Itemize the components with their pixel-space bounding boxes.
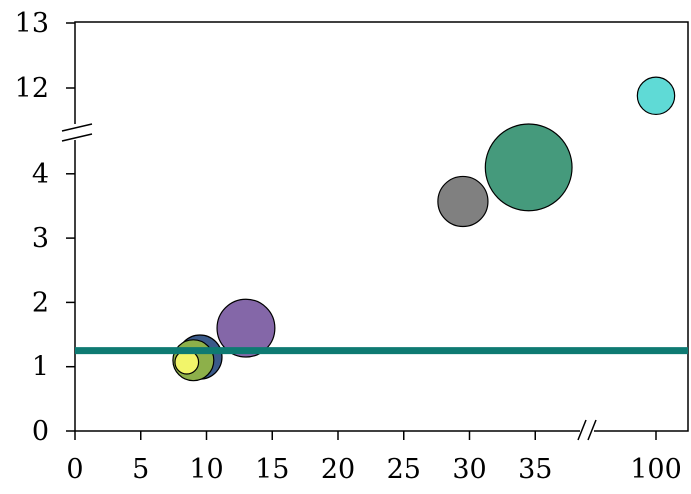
plot-area: [74, 21, 689, 432]
y-tick-label: 12: [15, 73, 49, 104]
y-axis-break-mark: [61, 123, 93, 132]
x-tick-label: 5: [132, 454, 149, 485]
y-tick-label: 4: [32, 159, 49, 190]
x-tick-label: 100: [630, 454, 682, 485]
y-tick-label: 13: [15, 8, 49, 39]
x-tick-label: 25: [387, 454, 421, 485]
y-tick-label: 2: [32, 287, 49, 318]
bubble-point: [216, 298, 276, 358]
bubble-point: [484, 123, 573, 212]
y-axis-break-mark: [61, 133, 93, 142]
x-tick-label: 0: [66, 454, 83, 485]
y-axis-break-gap: [67, 124, 83, 140]
y-tick-label: 3: [32, 223, 49, 254]
bubble-point: [636, 76, 676, 116]
bubble-point: [437, 175, 489, 228]
x-tick-label: 15: [255, 454, 289, 485]
y-tick-label: 0: [32, 416, 49, 447]
x-axis-break-mark: [577, 419, 587, 441]
x-tick-label: 35: [518, 454, 552, 485]
x-tick-label: 20: [321, 454, 355, 485]
x-axis-break-mark: [587, 419, 597, 441]
y-tick-label: 1: [32, 352, 49, 383]
x-tick-label: 30: [452, 454, 486, 485]
x-tick-label: 10: [189, 454, 223, 485]
